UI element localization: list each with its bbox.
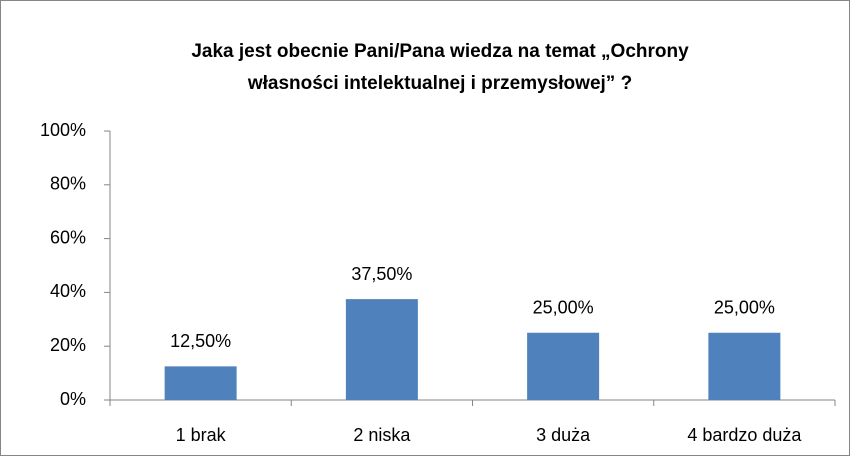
data-label: 25,00% — [533, 298, 594, 318]
x-tick-label: 4 bardzo duża — [687, 425, 802, 445]
bar — [164, 366, 237, 400]
bar — [527, 332, 600, 400]
x-tick-label: 2 niska — [353, 425, 411, 445]
x-tick-label: 1 brak — [176, 425, 227, 445]
y-tick-label: 40% — [50, 281, 86, 301]
x-tick-label: 3 duża — [536, 425, 591, 445]
data-label: 37,50% — [351, 264, 412, 284]
bar — [345, 299, 418, 400]
chart-title: Jaka jest obecnie Pani/Pana wiedza na te… — [191, 41, 689, 62]
data-label: 25,00% — [714, 298, 775, 318]
y-tick-label: 60% — [50, 227, 86, 247]
y-tick-label: 80% — [50, 174, 86, 194]
y-tick-label: 100% — [40, 120, 86, 140]
bar — [708, 332, 781, 400]
data-label: 12,50% — [170, 331, 231, 351]
y-tick-label: 0% — [60, 389, 86, 409]
y-tick-label: 20% — [50, 335, 86, 355]
chart-title: własności intelektualnej i przemysłowej”… — [247, 73, 632, 94]
